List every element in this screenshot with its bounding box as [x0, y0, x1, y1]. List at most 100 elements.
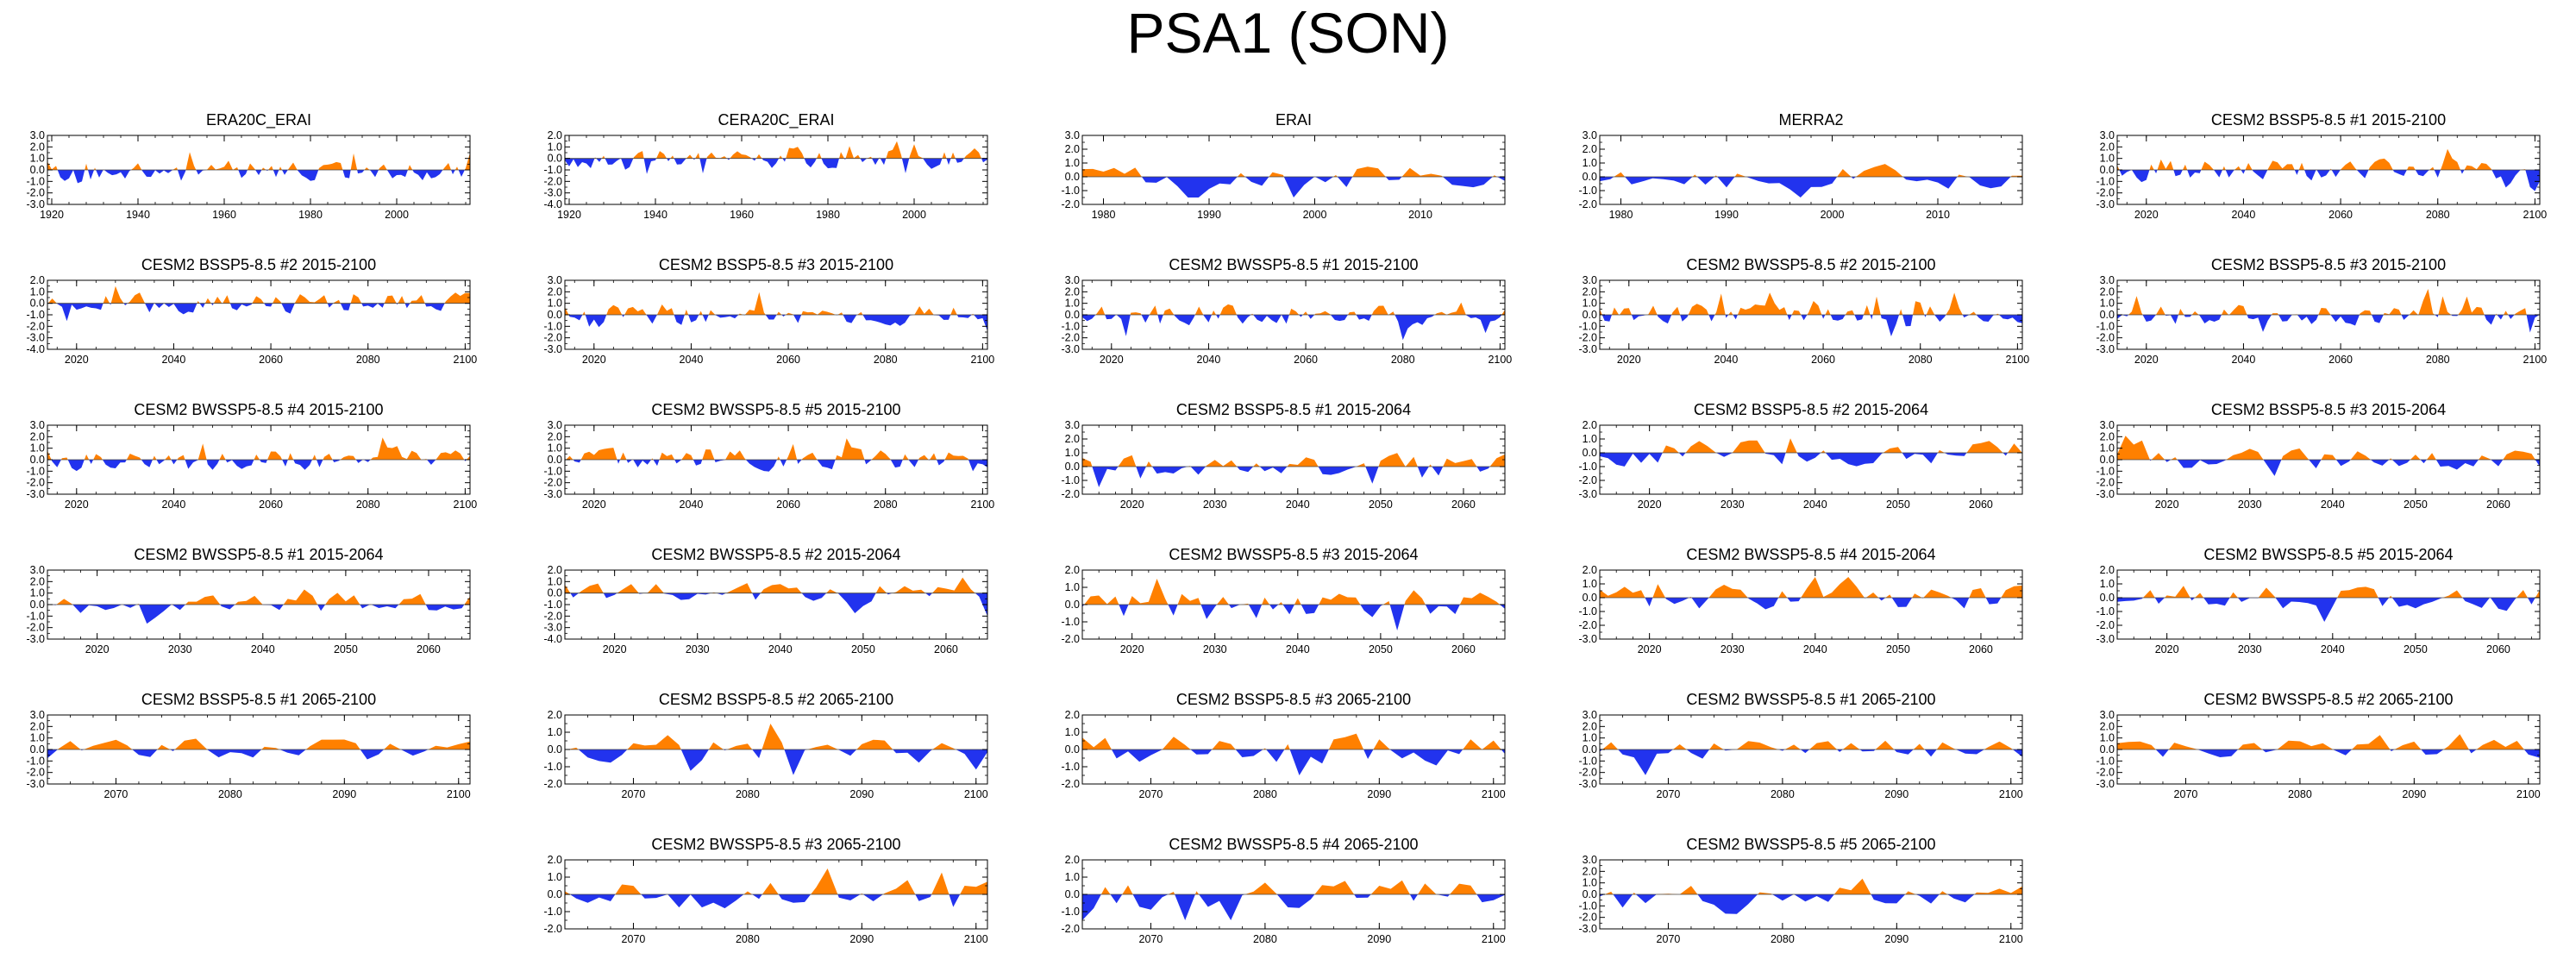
x-tick-label: 2050 — [1369, 499, 1393, 511]
y-tick-label: -2.0 — [2096, 619, 2115, 631]
x-tick-label: 2100 — [1482, 933, 1506, 945]
x-tick-label: 2050 — [334, 643, 358, 655]
x-tick-label: 2100 — [964, 788, 988, 800]
x-tick-label: 2080 — [1908, 354, 1933, 366]
negative-area — [565, 315, 987, 331]
y-tick-label: -1.0 — [543, 164, 562, 176]
negative-area — [2117, 460, 2540, 476]
y-tick-label: -2.0 — [1578, 767, 1597, 779]
y-tick-label: 2.0 — [1065, 433, 1080, 445]
panel-title: CESM2 BWSSP5-8.5 #1 2065-2100 — [1686, 691, 1935, 708]
x-tick-label: 2060 — [259, 354, 283, 366]
panel-title: CESM2 BWSSP5-8.5 #2 2065-2100 — [2203, 691, 2453, 708]
x-tick-label: 2060 — [1811, 354, 1835, 366]
negative-area — [2117, 749, 2540, 758]
x-tick-label: 2060 — [417, 643, 441, 655]
y-tick-label: 2.0 — [2100, 720, 2115, 732]
panel-21: CESM2 BSSP5-8.5 #1 2065-2100 3.02.01.00.0… — [26, 691, 470, 800]
x-tick-label: 2060 — [934, 643, 958, 655]
panel-title: CESM2 BSSP5-8.5 #2 2015-2064 — [1694, 401, 1928, 418]
plot-frame — [564, 569, 988, 640]
panel-9: CESM2 BWSSP5-8.5 #2 2015-2100 3.02.01.00.… — [1578, 256, 2029, 366]
panel-title: CERA20C_ERAI — [718, 111, 834, 129]
x-tick-label: 2040 — [768, 643, 793, 655]
x-tick-label: 2020 — [2134, 354, 2159, 366]
panel-title: CESM2 BSSP5-8.5 #3 2015-2100 — [659, 256, 893, 273]
x-tick-label: 2030 — [1203, 643, 1227, 655]
x-tick-label: 2020 — [582, 499, 606, 511]
y-tick-label: 2.0 — [1065, 854, 1080, 866]
negative-area — [1600, 894, 2022, 914]
negative-area — [1600, 315, 2022, 336]
y-tick-label: -2.0 — [1578, 619, 1597, 631]
x-tick-label: 2040 — [1286, 643, 1310, 655]
x-tick-label: 1990 — [1197, 209, 1221, 221]
x-tick-label: 2000 — [385, 209, 409, 221]
y-tick-label: 3.0 — [2100, 709, 2115, 721]
y-tick-label: 0.0 — [548, 309, 562, 321]
panel-title: CESM2 BWSSP5-8.5 #3 2065-2100 — [651, 836, 900, 853]
y-tick-label: -1.0 — [1061, 320, 1080, 332]
x-tick-label: 2080 — [356, 499, 380, 511]
x-tick-label: 2040 — [2321, 499, 2345, 511]
negative-area — [565, 460, 987, 472]
negative-area — [1082, 605, 1505, 630]
y-tick-label: 0.0 — [548, 153, 562, 165]
positive-area — [47, 152, 470, 170]
y-tick-label: 3.0 — [30, 129, 45, 141]
y-tick-label: -2.0 — [1061, 332, 1080, 344]
panel-26: CESM2 BWSSP5-8.5 #3 2065-2100 2.0 1.0 0.0 -1… — [543, 836, 987, 945]
positive-area — [47, 589, 470, 605]
y-tick-label: 1.0 — [548, 442, 562, 455]
x-tick-label: 2070 — [1657, 933, 1681, 945]
y-tick-label: 3.0 — [1065, 274, 1080, 286]
y-tick-label: -2.0 — [543, 778, 562, 790]
x-tick-label: 2000 — [1303, 209, 1327, 221]
y-tick-label: 2.0 — [2100, 564, 2115, 576]
y-tick-label: -2.0 — [1061, 923, 1080, 935]
y-tick-label: 3.0 — [30, 564, 45, 576]
x-tick-label: 2040 — [2232, 209, 2256, 221]
y-tick-label: -1.0 — [2096, 320, 2115, 332]
panel-title: CESM2 BWSSP5-8.5 #4 2065-2100 — [1169, 836, 1418, 853]
positive-area — [1600, 577, 2022, 598]
x-tick-label: 2020 — [1617, 354, 1641, 366]
x-tick-label: 2080 — [2426, 354, 2450, 366]
panel-title: CESM2 BSSP5-8.5 #3 2065-2100 — [1176, 691, 1411, 708]
y-tick-label: -1.0 — [2096, 465, 2115, 477]
x-tick-label: 2080 — [874, 499, 898, 511]
x-tick-label: 2020 — [2155, 643, 2179, 655]
x-tick-label: 2070 — [2174, 788, 2198, 800]
x-tick-label: 2060 — [776, 499, 800, 511]
y-tick-label: -2.0 — [1061, 633, 1080, 645]
y-tick-label: -1.0 — [543, 599, 562, 611]
x-tick-label: 2060 — [2486, 643, 2510, 655]
panel-5: CESM2 BSSP5-8.5 #1 2015-2100 3.02.01.00.0… — [2096, 111, 2547, 221]
x-tick-label: 2100 — [453, 354, 477, 366]
y-tick-label: -1.0 — [26, 175, 45, 187]
y-tick-label: 2.0 — [30, 141, 45, 153]
y-tick-label: 2.0 — [1065, 709, 1080, 721]
y-tick-label: -1.0 — [2096, 605, 2115, 618]
panel-12: CESM2 BWSSP5-8.5 #5 2015-2100 3.02.01.00.… — [543, 401, 994, 511]
x-tick-label: 2010 — [1408, 209, 1432, 221]
panel-8: CESM2 BWSSP5-8.5 #1 2015-2100 3.02.01.00.… — [1061, 256, 1512, 366]
x-tick-label: 2040 — [251, 643, 275, 655]
x-tick-label: 2080 — [1771, 933, 1795, 945]
y-tick-label: -3.0 — [543, 622, 562, 634]
panel-18: CESM2 BWSSP5-8.5 #3 2015-2064 2.0 1.0 0.0 -1… — [1061, 546, 1506, 655]
y-tick-label: 3.0 — [1065, 129, 1080, 141]
y-tick-label: -1.0 — [1061, 761, 1080, 773]
negative-area — [47, 605, 470, 624]
plot-frame — [564, 135, 988, 205]
y-tick-label: 3.0 — [1583, 129, 1597, 141]
y-tick-label: 0.0 — [2100, 309, 2115, 321]
y-tick-label: -2.0 — [2096, 187, 2115, 199]
y-tick-label: 3.0 — [2100, 129, 2115, 141]
y-tick-label: -3.0 — [1578, 488, 1597, 500]
panel-title: CESM2 BWSSP5-8.5 #4 2015-2064 — [1686, 546, 1935, 563]
x-tick-label: 1940 — [643, 209, 668, 221]
x-tick-label: 2060 — [1451, 643, 1476, 655]
positive-area — [565, 724, 987, 749]
y-tick-label: 1.0 — [1065, 298, 1080, 310]
